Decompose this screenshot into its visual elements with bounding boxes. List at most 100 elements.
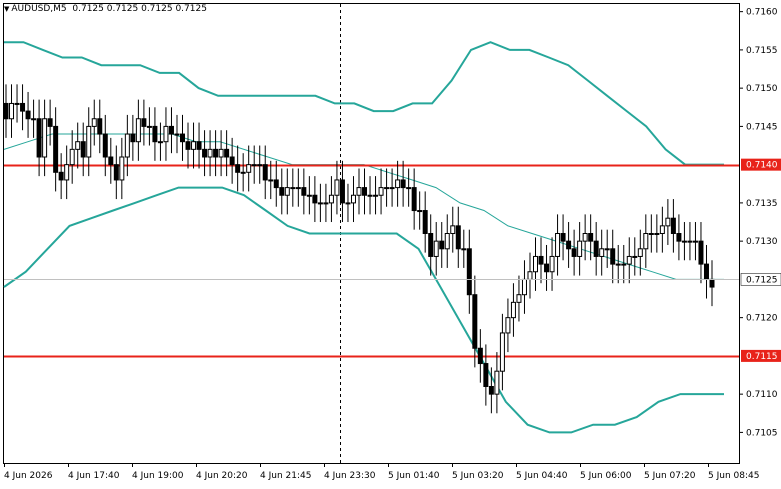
candle [373, 176, 379, 215]
candle-body [268, 179, 274, 182]
candle [246, 145, 252, 192]
candle-body [86, 125, 92, 158]
candle [395, 160, 401, 207]
x-tick-label: 4 Jun 23:30 [324, 471, 376, 481]
plot-area[interactable] [3, 3, 740, 464]
candle [477, 329, 483, 383]
time-axis[interactable]: 4 Jun 2026 4 Jun 17:40 4 Jun 19:00 4 Jun 20… [4, 463, 759, 481]
candle [334, 160, 340, 215]
candle [626, 237, 632, 284]
bollinger-bands [3, 41, 724, 434]
candle-body [113, 164, 119, 181]
candle [108, 137, 114, 184]
level-lines[interactable] [4, 164, 739, 358]
band-bollinger-middle [3, 133, 724, 280]
candle [113, 145, 119, 200]
candle-body [185, 141, 191, 150]
candle-body [483, 363, 489, 387]
candle-body [665, 217, 671, 227]
candle-body [555, 233, 561, 257]
candle [174, 114, 180, 154]
candle [295, 168, 301, 207]
candle [494, 352, 500, 414]
candle [604, 229, 610, 268]
candle-body [251, 164, 257, 167]
candle-body [643, 233, 649, 250]
candle [350, 176, 356, 223]
candle-body [428, 233, 434, 257]
candle [80, 122, 86, 177]
candle [75, 122, 81, 169]
candle-body [356, 187, 362, 196]
chart-header: ▼ AUDUSD,M5 0.7125 0.7125 0.7125 0.7125 [4, 4, 207, 14]
candle-body [312, 194, 318, 204]
candle-body [472, 294, 478, 349]
candle [185, 122, 191, 169]
candle-body [191, 141, 197, 150]
candle [235, 145, 241, 192]
candle [168, 107, 174, 154]
candle-body [632, 255, 638, 258]
candle-body [345, 202, 351, 205]
candle-body [146, 125, 152, 128]
candle [31, 99, 37, 138]
candle [417, 191, 423, 230]
candle-body [141, 118, 147, 127]
y-tick-label: 0.7160 [746, 8, 778, 18]
candle [521, 260, 527, 314]
current-price-badge [740, 273, 781, 286]
candle-body [533, 255, 538, 273]
candle-body [334, 179, 340, 196]
candle [687, 222, 693, 261]
candle-body [301, 187, 307, 196]
candle-body [406, 187, 412, 190]
candle-body [25, 110, 31, 120]
candle-body [196, 141, 202, 150]
candle [510, 283, 516, 337]
candle-body [621, 263, 627, 266]
candle-body [510, 301, 516, 319]
candle-body [593, 240, 599, 257]
candle [141, 99, 147, 146]
candle [588, 214, 594, 261]
candle-body [588, 233, 594, 242]
candle-body [3, 102, 9, 120]
candle [654, 214, 660, 253]
candle-body [373, 194, 379, 197]
candle-body [544, 263, 550, 273]
candle [157, 122, 163, 161]
candle-body [168, 125, 174, 135]
candle-body [9, 102, 15, 120]
candle [86, 107, 92, 177]
price-axis[interactable]: 0.7160 0.7155 0.7150 0.7145 0.7135 0.7130 0.71… [739, 8, 781, 439]
candle [566, 222, 572, 268]
candle [229, 137, 235, 184]
candle [549, 237, 555, 291]
candle [389, 168, 395, 207]
candle-body [152, 125, 158, 143]
x-tick-label: 5 Jun 04:40 [516, 471, 568, 481]
candle-body [47, 118, 53, 127]
candle [665, 199, 671, 245]
x-tick-label: 5 Jun 06:00 [580, 471, 632, 481]
candle [599, 229, 605, 276]
level-price-label: 0.7115 [746, 352, 778, 362]
collapse-triangle-icon[interactable]: ▼ [4, 5, 10, 13]
plot-border [3, 3, 740, 464]
candle [273, 160, 279, 207]
candle-body [439, 240, 445, 250]
candles [3, 84, 715, 414]
candle-body [91, 118, 97, 127]
candle-body [411, 187, 417, 212]
candle-body [31, 118, 37, 121]
candle [621, 244, 627, 284]
candle [91, 99, 97, 146]
candle-body [69, 148, 75, 166]
candle [615, 244, 621, 284]
candle-body [577, 240, 583, 257]
candle [323, 183, 329, 223]
candle-body [284, 187, 290, 196]
candle [505, 298, 511, 353]
candle-body [444, 233, 450, 250]
